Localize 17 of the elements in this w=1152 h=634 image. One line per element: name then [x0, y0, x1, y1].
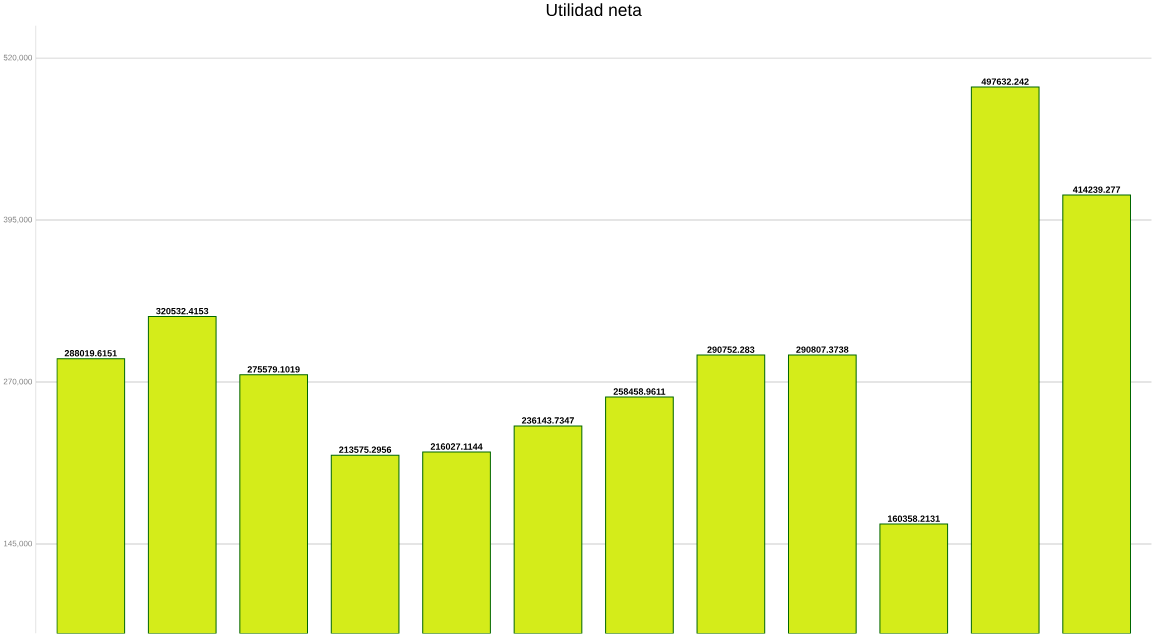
data-label: 236143.7347 [521, 417, 574, 424]
y-tick-label: 520,000 [3, 54, 33, 62]
data-label: 414239.277 [1072, 186, 1121, 194]
data-label: 275579.1019 [247, 366, 300, 373]
data-label: 216027.1144 [430, 443, 483, 450]
data-label: 320532.4153 [156, 308, 209, 315]
data-label: 213575.2956 [339, 446, 392, 454]
data-label: 288019.6151 [64, 350, 117, 357]
data-label: 160358.2131 [887, 515, 940, 523]
y-tick-label: 395,000 [3, 216, 33, 224]
data-label: 290752.283 [707, 346, 755, 354]
data-label: 290807.3738 [796, 346, 849, 354]
chart-title: Utilidad neta [546, 3, 642, 17]
data-label: 497632.242 [981, 78, 1029, 85]
data-label: 258458.9611 [613, 388, 666, 395]
y-tick-label: 145,000 [3, 540, 33, 548]
y-tick-label: 270,000 [3, 378, 33, 386]
